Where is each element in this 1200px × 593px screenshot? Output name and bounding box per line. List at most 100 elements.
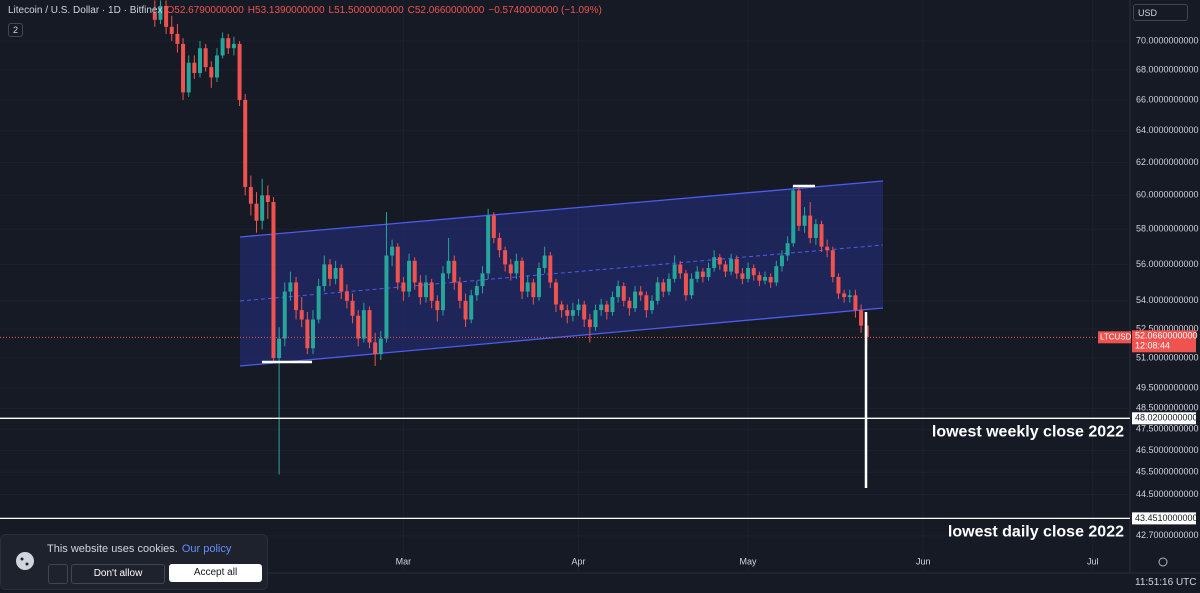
candle-body <box>621 286 626 301</box>
candle-body <box>599 304 604 311</box>
candle-body <box>661 282 666 292</box>
candle-body <box>497 237 502 251</box>
ohlc: O52.6790000000 <box>166 5 244 16</box>
candle-body <box>424 282 429 298</box>
candle-body <box>214 55 219 78</box>
last-price-label: 52.0660000000 <box>1135 331 1198 341</box>
candle-body <box>203 48 208 68</box>
candle-body <box>553 282 558 305</box>
candle-body <box>683 273 688 296</box>
candle-body <box>198 48 203 74</box>
candle-body <box>830 250 835 278</box>
candle-body <box>231 43 236 49</box>
candle-body <box>796 190 801 226</box>
candle-body <box>514 260 519 274</box>
cookie-icon <box>16 552 34 570</box>
candle-body <box>271 202 276 359</box>
candle-body <box>288 282 293 292</box>
candle-body <box>712 257 717 268</box>
candle-body <box>305 319 310 349</box>
cookie-banner: This website uses cookies. Our policy Don… <box>0 534 268 590</box>
price-tag <box>1132 412 1196 425</box>
candle-body <box>774 266 779 283</box>
candle-body <box>695 271 700 279</box>
candle-body <box>746 267 751 279</box>
candle-body <box>751 267 756 276</box>
candle-body <box>559 304 564 311</box>
candle-body <box>429 282 434 301</box>
price-tag-label: 43.4510000000 <box>1135 513 1198 523</box>
candle-body <box>791 190 796 244</box>
policy-link[interactable]: Our policy <box>181 543 232 555</box>
candle-body <box>316 286 321 320</box>
settings-button[interactable] <box>48 564 68 584</box>
candle-body <box>627 300 632 309</box>
candle-body <box>169 26 174 34</box>
candle-body <box>158 5 163 20</box>
candle-body <box>491 215 496 238</box>
currency-select[interactable]: USD <box>1133 4 1188 21</box>
candle-body <box>565 310 570 316</box>
cookie-text: This website uses cookies. Our policy <box>47 543 231 555</box>
candle-body <box>220 38 225 56</box>
y-tick-label: 58.0000000000 <box>1136 224 1199 234</box>
candle-body <box>192 62 197 74</box>
candle-body <box>542 255 547 268</box>
candle-body <box>209 67 214 78</box>
candle-body <box>395 246 400 283</box>
candle-body <box>689 278 694 296</box>
header: Litecoin / U.S. Dollar · 1D · Bitfinex O5… <box>8 5 606 16</box>
candle-body <box>373 342 378 355</box>
candle-body <box>853 295 858 311</box>
symbol-title: Litecoin / U.S. Dollar · 1D · Bitfinex <box>8 5 163 16</box>
candle-body <box>757 275 762 281</box>
y-tick-label: 60.0000000000 <box>1136 190 1199 200</box>
candle-body <box>700 271 705 278</box>
candle-body <box>570 310 575 316</box>
candle-body <box>440 273 445 311</box>
candle-body <box>650 300 655 311</box>
candle-body <box>723 264 728 272</box>
candle-body <box>785 243 790 256</box>
candle-body <box>531 282 536 298</box>
candle-body <box>294 282 299 311</box>
candle-body <box>734 259 739 274</box>
candle-body <box>779 255 784 267</box>
accept-button[interactable]: Accept all <box>169 564 262 582</box>
symbol-tag <box>1098 331 1131 344</box>
candle-body <box>644 295 649 311</box>
candle-body <box>181 43 186 93</box>
price-tag <box>1132 512 1196 525</box>
candle-body <box>457 282 462 301</box>
candle-body <box>299 310 304 320</box>
candle-body <box>768 277 773 283</box>
candle-body <box>361 310 366 339</box>
candle-body <box>401 282 406 292</box>
y-tick-label: 47.5000000000 <box>1136 424 1199 434</box>
ohlc: L51.5000000000 <box>328 5 404 16</box>
x-tick-label: Jun <box>916 556 931 566</box>
candle-body <box>520 260 525 292</box>
candle-body <box>463 300 468 320</box>
candle-body <box>452 260 457 283</box>
candle-body <box>265 195 270 203</box>
candle-body <box>237 43 242 100</box>
candle-body <box>503 250 508 265</box>
candle-body <box>480 273 485 287</box>
candle-body <box>847 295 852 298</box>
candle-body <box>616 286 621 298</box>
y-tick-label: 46.5000000000 <box>1136 445 1199 455</box>
candle-body <box>412 260 417 283</box>
candle-body <box>175 33 180 44</box>
candle-body <box>339 267 344 292</box>
candle-body <box>740 273 745 279</box>
y-tick-label: 51.0000000000 <box>1136 352 1199 362</box>
indicator-toggle[interactable]: 2 <box>8 23 24 37</box>
candle-body <box>311 319 316 349</box>
deny-button[interactable]: Don't allow <box>71 564 165 584</box>
annotation: lowest weekly close 2022 <box>932 424 1124 441</box>
candle-body <box>672 264 677 279</box>
x-tick-label: May <box>740 556 758 566</box>
candle-body <box>638 291 643 296</box>
